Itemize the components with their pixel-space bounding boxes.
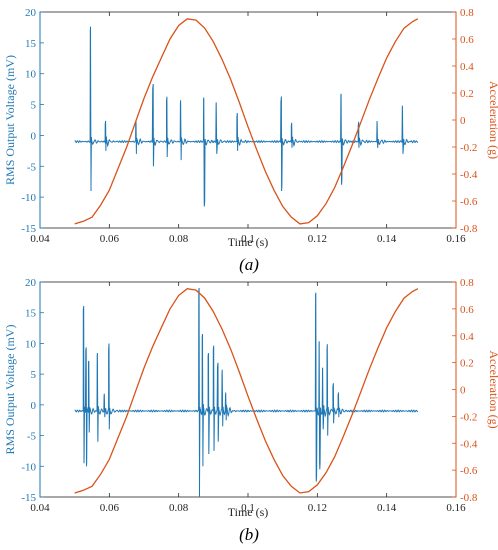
y2-tick-label: -0.6 <box>460 196 478 208</box>
acceleration-series-line <box>74 18 419 225</box>
y-tick-label: -15 <box>21 492 36 504</box>
y2-axis-label: Acceleration (g) <box>487 81 498 159</box>
y-tick-label: 20 <box>25 277 37 289</box>
y-tick-label: -5 <box>27 431 37 443</box>
y-tick-label: 5 <box>31 369 37 381</box>
y2-tick-label: -0.4 <box>460 169 478 181</box>
y-tick-label: 15 <box>25 308 37 320</box>
y-tick-label: -10 <box>21 461 36 473</box>
x-tick-label: 0.1 <box>241 233 255 245</box>
x-tick-label: 0.04 <box>30 233 50 245</box>
x-tick-label: 0.14 <box>377 502 397 514</box>
x-tick-label: 0.14 <box>377 233 397 245</box>
chart-panel-b: 0.04 0.06 0.08 0.1 0.12 0.14 0.16 -15 -10 -5 0 5 10 1… <box>3 277 498 544</box>
y-tick-label: -15 <box>21 223 36 235</box>
y-axis-label: RMS Output Voltage (mV) <box>3 325 17 455</box>
y-tick-label: -10 <box>21 192 36 204</box>
x-axis-label: Time (s) <box>228 505 269 519</box>
voltage-series-line <box>74 26 419 207</box>
y2-tick-label: -0.8 <box>460 223 478 235</box>
y-tick-label: 15 <box>25 38 37 50</box>
acceleration-series-line <box>74 288 419 494</box>
y2-axis-label: Acceleration (g) <box>487 350 498 428</box>
y2-tick-label: 0.2 <box>460 88 474 100</box>
y-tick-label: 0 <box>31 130 37 142</box>
plot-frame <box>39 11 457 229</box>
y2-tick-label: -0.2 <box>460 142 477 154</box>
y2-tick-label: -0.6 <box>460 465 478 477</box>
chart-panel-a: 0.04 0.06 0.08 0.1 0.12 0.14 0.16 -15 -10 -5 0 5 10 1… <box>3 7 498 274</box>
y2-tick-label: 0.6 <box>460 304 474 316</box>
x-tick-label: 0.04 <box>30 502 50 514</box>
y2-tick-label: 0.2 <box>460 358 474 370</box>
x-tick-label: 0.06 <box>100 233 120 245</box>
panel-caption: (b) <box>239 525 259 544</box>
y2-tick-label: 0 <box>460 115 466 127</box>
y2-tick-label: 0 <box>460 385 466 397</box>
y2-tick-label: -0.2 <box>460 411 477 423</box>
y-tick-label: 5 <box>31 100 37 112</box>
y2-tick-label: -0.4 <box>460 438 478 450</box>
y2-tick-label: 0.8 <box>460 7 474 19</box>
y2-tick-label: -0.8 <box>460 492 478 504</box>
y2-tick-label: 0.6 <box>460 34 474 46</box>
y-axis-label: RMS Output Voltage (mV) <box>3 55 17 185</box>
y2-tick-label: 0.4 <box>460 331 474 343</box>
x-tick-label: 0.16 <box>446 233 466 245</box>
x-tick-label: 0.06 <box>100 502 120 514</box>
panel-caption: (a) <box>239 255 259 274</box>
y-tick-label: 0 <box>31 400 37 412</box>
x-tick-label: 0.08 <box>169 502 189 514</box>
y-tick-label: 10 <box>25 338 37 350</box>
x-tick-label: 0.08 <box>169 233 189 245</box>
y2-tick-label: 0.4 <box>460 61 474 73</box>
y-tick-label: 10 <box>25 69 37 81</box>
x-tick-label: 0.12 <box>308 233 327 245</box>
x-tick-label: 0.12 <box>308 502 327 514</box>
y-tick-label: 20 <box>25 7 37 19</box>
x-tick-label: 0.1 <box>241 502 255 514</box>
x-axis-label: Time (s) <box>228 235 269 249</box>
y-tick-label: -5 <box>27 161 37 173</box>
x-tick-label: 0.16 <box>446 502 466 514</box>
y2-tick-label: 0.8 <box>460 277 474 289</box>
